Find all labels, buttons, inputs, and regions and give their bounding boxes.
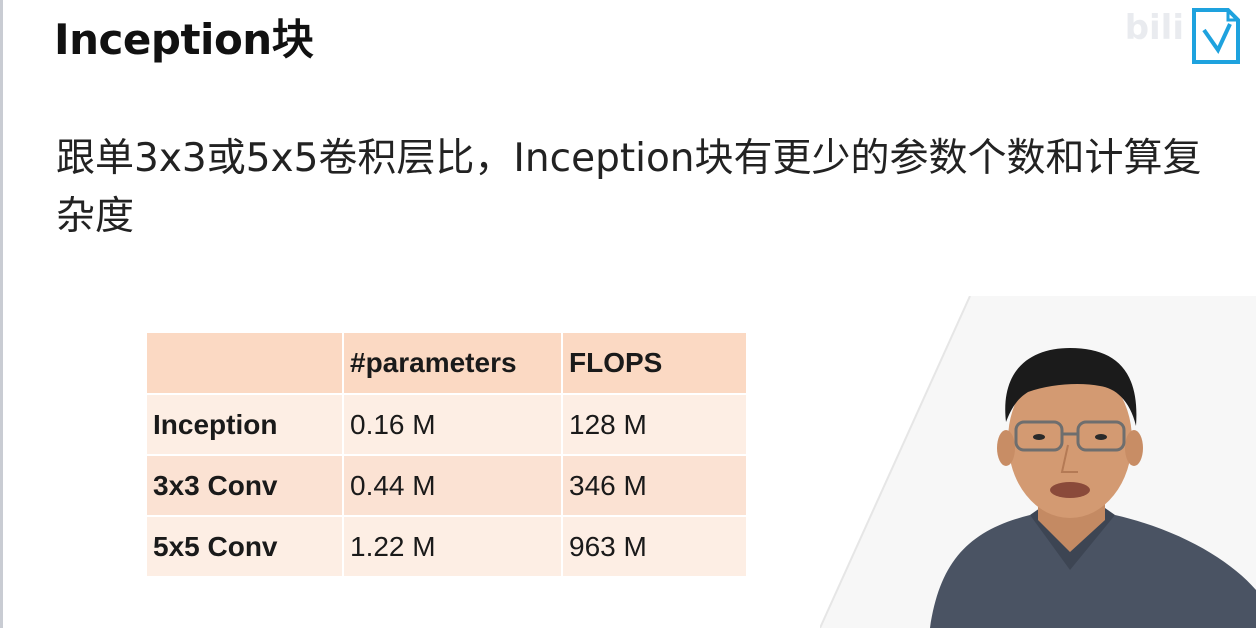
bilibili-logo-icon [1192,8,1240,64]
table-header-cell [147,333,344,395]
table-row-name: 3x3 Conv [147,455,344,517]
table-row: Inception 0.16 M 128 M [147,394,748,456]
table-cell-parameters: 0.16 M [343,394,563,456]
table-cell-parameters: 0.44 M [343,455,563,517]
table-header-cell: FLOPS [562,333,748,395]
table-row: 3x3 Conv 0.44 M 346 M [147,455,748,517]
slide-left-border [0,0,3,628]
table-cell-flops: 346 M [562,455,748,517]
slide-title: Inception块 [54,15,314,64]
comparison-table: #parameters FLOPS Inception 0.16 M 128 M… [147,333,748,578]
presenter-video-overlay [930,348,1256,628]
table-row-name: 5x5 Conv [147,516,344,578]
table-cell-flops: 963 M [562,516,748,578]
table-row-name: Inception [147,394,344,456]
table-cell-parameters: 1.22 M [343,516,563,578]
table-header-cell: #parameters [343,333,563,395]
table-header-row: #parameters FLOPS [147,333,748,395]
table-row: 5x5 Conv 1.22 M 963 M [147,516,748,578]
slide-bullet-text: 跟单3x3或5x5卷积层比，Inception块有更少的参数个数和计算复杂度 [56,136,1202,239]
watermark: bili [1008,4,1248,66]
table-cell-flops: 128 M [562,394,748,456]
watermark-bili-text: bili [1124,8,1184,48]
